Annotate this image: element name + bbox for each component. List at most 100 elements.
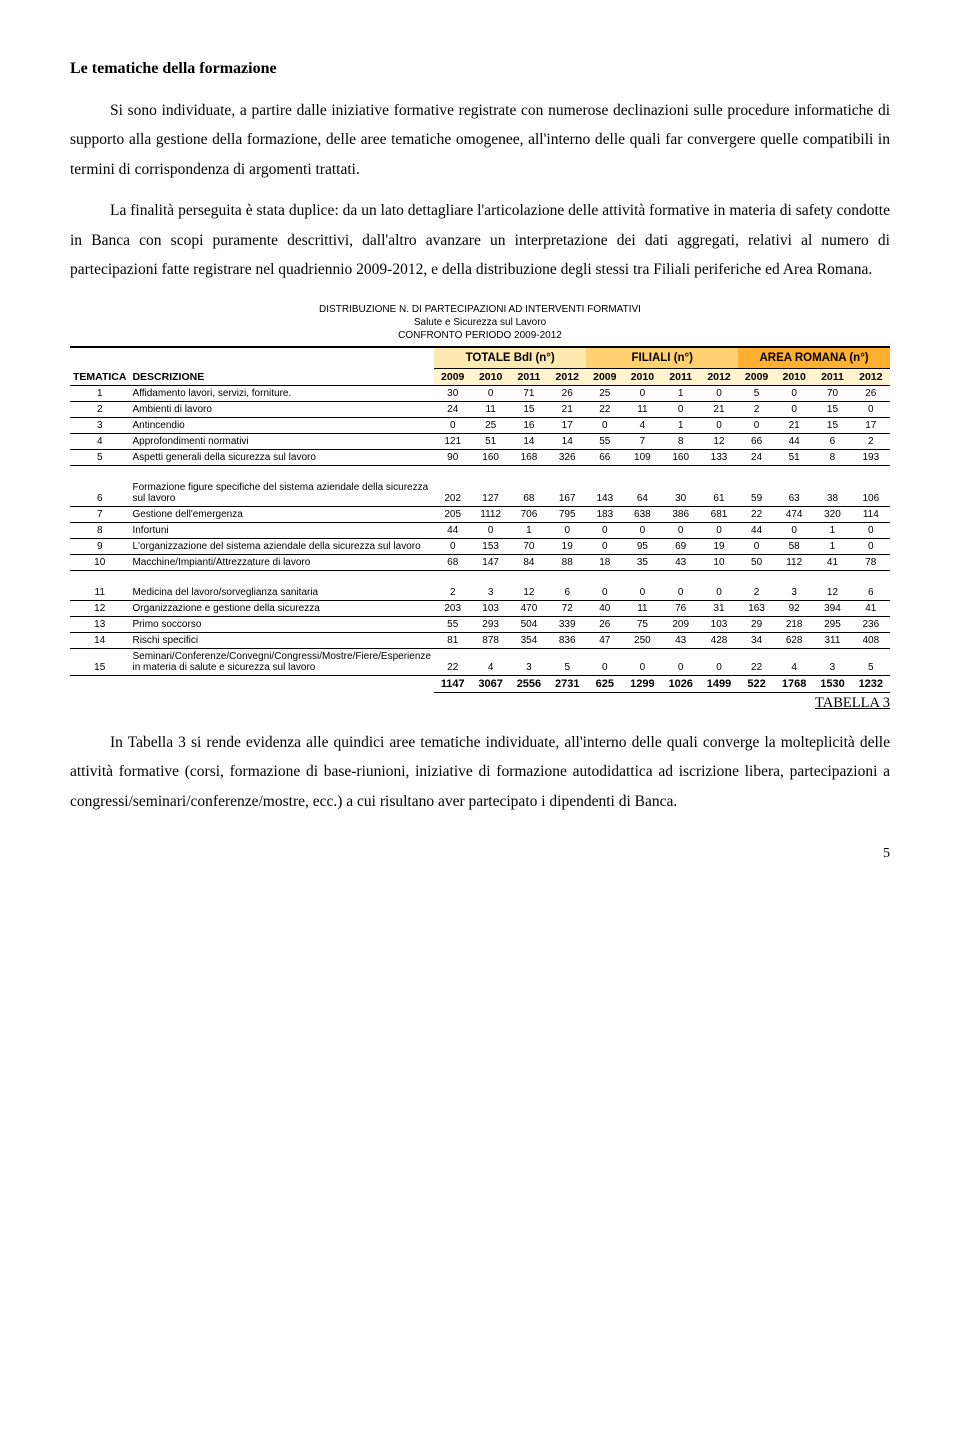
cell-value: 0	[548, 522, 586, 538]
table-row: 9L'organizzazione del sistema aziendale …	[70, 538, 890, 554]
cell-value: 30	[662, 480, 700, 507]
table-row: 8Infortuni44010000044010	[70, 522, 890, 538]
cell-value: 35	[623, 554, 661, 570]
cell-value: 95	[623, 538, 661, 554]
cell-value: 17	[548, 417, 586, 433]
cell-value: 628	[775, 632, 813, 648]
section-title: Le tematiche della formazione	[70, 60, 890, 78]
year-header: 2011	[510, 368, 548, 385]
cell-value: 106	[852, 480, 890, 507]
cell-value: 6	[813, 433, 851, 449]
cell-value: 0	[586, 585, 623, 601]
cell-value: 311	[813, 632, 851, 648]
row-index: 6	[70, 480, 129, 507]
year-header: 2009	[434, 368, 472, 385]
cell-value: 8	[813, 449, 851, 465]
cell-value: 203	[434, 600, 472, 616]
cell-value: 218	[775, 616, 813, 632]
cell-value: 15	[510, 401, 548, 417]
cell-value: 22	[586, 401, 623, 417]
cell-value: 295	[813, 616, 851, 632]
cell-value: 0	[775, 401, 813, 417]
row-index: 12	[70, 600, 129, 616]
cell-value: 0	[700, 648, 738, 675]
total-cell: 1530	[813, 675, 851, 692]
cell-value: 69	[662, 538, 700, 554]
cell-value: 1	[813, 538, 851, 554]
cell-value: 66	[738, 433, 775, 449]
cell-value: 66	[586, 449, 623, 465]
table-row: 13Primo soccorso552935043392675209103292…	[70, 616, 890, 632]
cell-value: 5	[738, 385, 775, 401]
row-desc: Organizzazione e gestione della sicurezz…	[129, 600, 433, 616]
cell-value: 44	[775, 433, 813, 449]
total-cell: 522	[738, 675, 775, 692]
caption-line-2: Salute e Sicurezza sul Lavoro	[414, 317, 546, 328]
total-cell: 1299	[623, 675, 661, 692]
row-desc: Affidamento lavori, servizi, forniture.	[129, 385, 433, 401]
cell-value: 18	[586, 554, 623, 570]
table-row: 11Medicina del lavoro/sorveglianza sanit…	[70, 585, 890, 601]
cell-value: 0	[700, 585, 738, 601]
cell-value: 293	[471, 616, 509, 632]
caption-line-1: DISTRIBUZIONE N. DI PARTECIPAZIONI AD IN…	[319, 304, 641, 315]
cell-value: 58	[775, 538, 813, 554]
cell-value: 326	[548, 449, 586, 465]
cell-value: 2	[434, 585, 472, 601]
table-row: 1Affidamento lavori, servizi, forniture.…	[70, 385, 890, 401]
cell-value: 5	[548, 648, 586, 675]
cell-value: 0	[662, 648, 700, 675]
row-desc: Macchine/Impianti/Attrezzature di lavoro	[129, 554, 433, 570]
cell-value: 11	[471, 401, 509, 417]
cell-value: 63	[775, 480, 813, 507]
cell-value: 70	[510, 538, 548, 554]
totals-row: 1147306725562731625129910261499522176815…	[70, 675, 890, 692]
row-desc: Aspetti generali della sicurezza sul lav…	[129, 449, 433, 465]
year-header: 2012	[548, 368, 586, 385]
cell-value: 8	[662, 433, 700, 449]
cell-value: 0	[434, 538, 472, 554]
year-header: 2010	[775, 368, 813, 385]
year-header: 2012	[700, 368, 738, 385]
total-cell: 3067	[471, 675, 509, 692]
cell-value: 22	[434, 648, 472, 675]
cell-value: 10	[700, 554, 738, 570]
cell-value: 147	[471, 554, 509, 570]
cell-value: 836	[548, 632, 586, 648]
cell-value: 0	[434, 417, 472, 433]
total-cell: 1232	[852, 675, 890, 692]
cell-value: 0	[700, 522, 738, 538]
cell-value: 320	[813, 506, 851, 522]
cell-value: 209	[662, 616, 700, 632]
cell-value: 167	[548, 480, 586, 507]
cell-value: 25	[471, 417, 509, 433]
cell-value: 26	[548, 385, 586, 401]
cell-value: 250	[623, 632, 661, 648]
cell-value: 25	[586, 385, 623, 401]
cell-value: 168	[510, 449, 548, 465]
cell-value: 3	[510, 648, 548, 675]
cell-value: 0	[623, 585, 661, 601]
cell-value: 470	[510, 600, 548, 616]
row-index: 1	[70, 385, 129, 401]
cell-value: 3	[775, 585, 813, 601]
cell-value: 21	[775, 417, 813, 433]
cell-value: 2	[738, 401, 775, 417]
cell-value: 15	[813, 417, 851, 433]
total-cell: 1026	[662, 675, 700, 692]
paragraph-3: In Tabella 3 si rende evidenza alle quin…	[70, 728, 890, 816]
cell-value: 0	[738, 538, 775, 554]
cell-value: 84	[510, 554, 548, 570]
cell-value: 68	[434, 554, 472, 570]
cell-value: 202	[434, 480, 472, 507]
cell-value: 1	[662, 417, 700, 433]
table-row: 6Formazione figure specifiche del sistem…	[70, 480, 890, 507]
group-header-totale: TOTALE BdI (n°)	[434, 347, 586, 369]
cell-value: 0	[623, 522, 661, 538]
table-row: 5Aspetti generali della sicurezza sul la…	[70, 449, 890, 465]
cell-value: 1	[813, 522, 851, 538]
cell-value: 81	[434, 632, 472, 648]
row-desc: Approfondimenti normativi	[129, 433, 433, 449]
year-header: 2010	[471, 368, 509, 385]
cell-value: 0	[586, 538, 623, 554]
